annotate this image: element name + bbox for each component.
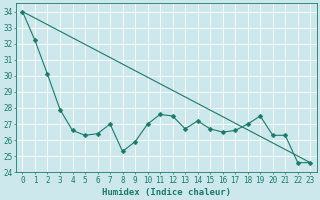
X-axis label: Humidex (Indice chaleur): Humidex (Indice chaleur) — [102, 188, 231, 197]
